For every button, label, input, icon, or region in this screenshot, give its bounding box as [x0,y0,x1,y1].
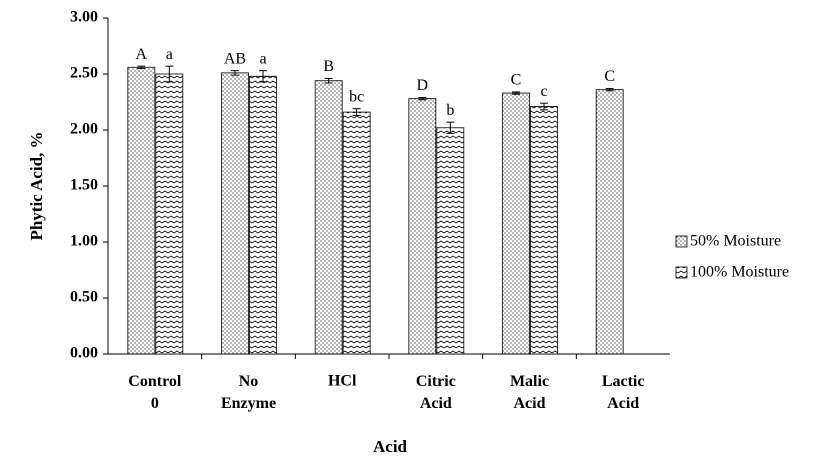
bar [314,80,343,355]
legend-swatch [675,266,688,279]
error-bar [324,77,333,84]
bar [127,66,156,355]
x-tick-label: Citric Acid [416,373,456,412]
x-tick-label: Malic Acid [510,373,549,412]
x-tick-label: No Enzyme [221,373,276,412]
x-tick-label: HCl [328,373,357,390]
y-tick-label: 1.00 [70,233,98,250]
significance-letter: a [259,50,266,67]
significance-letter: C [511,72,522,89]
bar [221,72,249,355]
y-tick-label: 1.50 [70,177,98,194]
x-tick-line: Lactic [602,373,645,390]
significance-letter: C [604,68,615,85]
bar [249,75,277,355]
significance-letter: A [136,46,148,63]
y-tick-label: 0.00 [70,345,98,362]
bar [530,106,558,355]
legend-label: 100% Moisture [690,264,789,281]
x-tick-line: Control [128,373,182,390]
bar [408,98,437,355]
y-tick-label: 3.00 [70,9,98,26]
significance-letter: AB [224,50,246,67]
significance-letter: D [417,77,429,94]
error-bar [231,70,239,76]
significance-letter: b [446,102,454,119]
bar [436,127,465,355]
bar [595,89,624,355]
x-tick-line: Acid [607,395,639,412]
error-bar [446,121,455,134]
y-tick-label: 2.00 [70,121,98,138]
significance-letter: c [540,83,547,100]
error-bar [165,65,174,83]
significance-letter: B [323,58,334,75]
x-tick-label: Lactic Acid [602,373,645,412]
y-tick-label: 0.50 [70,289,98,306]
y-axis-title: Phytic Acid, % [27,131,46,240]
error-bar [512,91,520,95]
legend-label: 50% Moisture [690,233,781,250]
error-bar [540,102,548,111]
error-bar [418,97,427,101]
x-axis-title: Acid [373,437,408,456]
error-bar [259,70,267,83]
x-tick-line: Acid [514,395,546,412]
significance-letter: bc [349,88,364,105]
error-bar [137,65,146,69]
significance-letter: a [166,46,173,63]
x-tick-line: Citric [416,373,456,390]
error-bar [605,88,614,92]
bar [342,111,371,355]
x-tick-label: Control 0 [128,373,182,412]
error-bar [352,108,361,116]
x-tick-line: Acid [420,395,452,412]
y-tick-label: 2.50 [70,65,98,82]
x-tick-line: Malic [510,373,549,390]
bar [155,73,184,355]
legend-swatch [675,235,688,248]
bar [502,92,530,355]
x-tick-line: 0 [151,395,159,412]
x-tick-line: No [239,373,259,390]
x-tick-line: Enzyme [221,395,276,412]
